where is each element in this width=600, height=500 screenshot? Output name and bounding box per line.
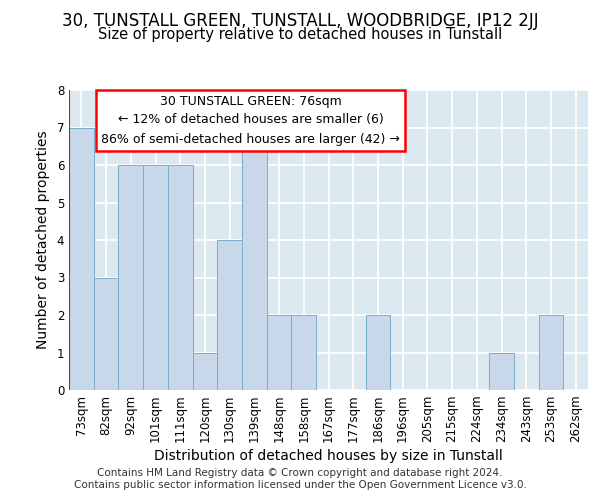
Bar xyxy=(118,165,143,390)
Bar xyxy=(168,165,193,390)
Bar xyxy=(267,315,292,390)
Bar xyxy=(193,352,217,390)
Text: 30 TUNSTALL GREEN: 76sqm
← 12% of detached houses are smaller (6)
86% of semi-de: 30 TUNSTALL GREEN: 76sqm ← 12% of detach… xyxy=(101,94,400,146)
Bar xyxy=(365,315,390,390)
Bar xyxy=(489,352,514,390)
Bar xyxy=(143,165,168,390)
Text: 30, TUNSTALL GREEN, TUNSTALL, WOODBRIDGE, IP12 2JJ: 30, TUNSTALL GREEN, TUNSTALL, WOODBRIDGE… xyxy=(62,12,538,30)
Text: Size of property relative to detached houses in Tunstall: Size of property relative to detached ho… xyxy=(98,28,502,42)
Text: Contains HM Land Registry data © Crown copyright and database right 2024.
Contai: Contains HM Land Registry data © Crown c… xyxy=(74,468,526,490)
Bar xyxy=(94,278,118,390)
X-axis label: Distribution of detached houses by size in Tunstall: Distribution of detached houses by size … xyxy=(154,450,503,464)
Bar xyxy=(292,315,316,390)
Bar xyxy=(539,315,563,390)
Bar xyxy=(242,128,267,390)
Y-axis label: Number of detached properties: Number of detached properties xyxy=(35,130,50,350)
Bar xyxy=(69,128,94,390)
Bar xyxy=(217,240,242,390)
